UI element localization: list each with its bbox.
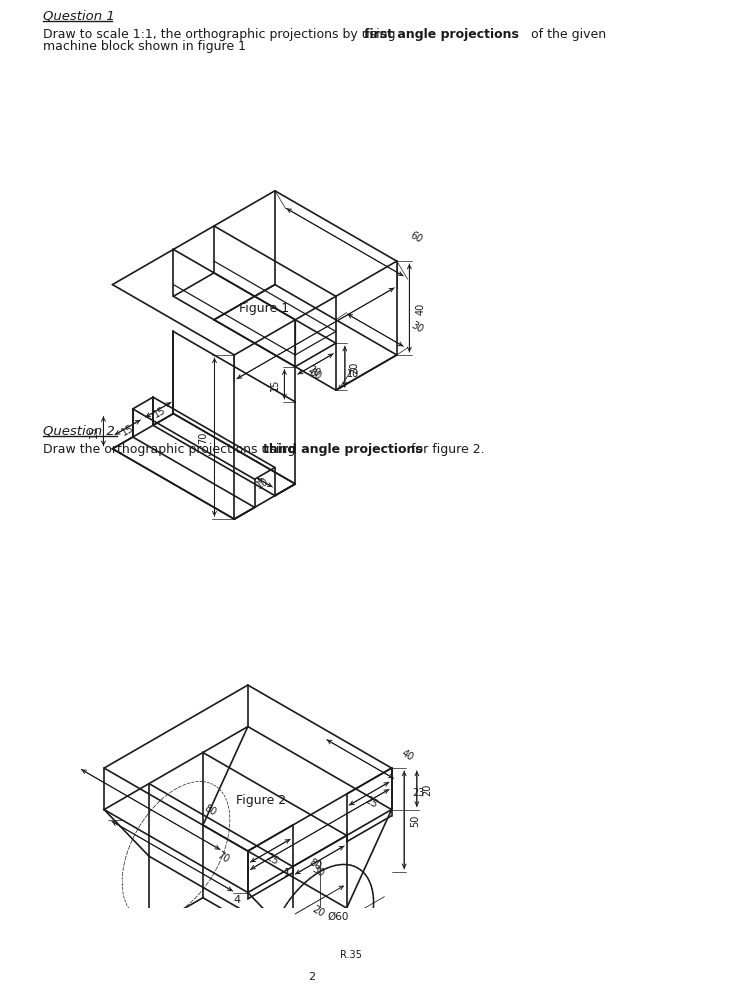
Text: 25: 25 [363,794,379,809]
Text: 20: 20 [310,904,326,918]
Text: Ø60: Ø60 [327,911,348,921]
Text: Question 1: Question 1 [43,10,115,23]
Text: 4: 4 [234,895,241,905]
Text: third angle projections: third angle projections [264,442,423,455]
Text: 70: 70 [216,849,231,864]
Text: of the given: of the given [526,28,605,40]
Text: 40: 40 [415,303,425,315]
Text: Figure 1: Figure 1 [239,302,288,315]
Text: 50: 50 [410,814,420,827]
Text: 30: 30 [409,320,425,335]
Text: machine block shown in figure 1: machine block shown in figure 1 [43,40,246,53]
Text: 80: 80 [202,803,217,817]
Text: 2: 2 [308,971,315,981]
Text: Draw to scale 1:1, the orthographic projections by using: Draw to scale 1:1, the orthographic proj… [43,28,400,40]
Text: 15: 15 [89,426,100,438]
Text: 25: 25 [264,851,280,866]
Text: 20: 20 [422,783,433,796]
Text: 23: 23 [412,788,425,798]
Text: 20: 20 [349,361,359,374]
Text: 70: 70 [198,432,209,444]
Text: Figure 2: Figure 2 [236,794,286,807]
Text: 15: 15 [152,405,168,419]
Text: 80: 80 [307,366,324,381]
Text: 30: 30 [310,863,326,878]
Text: 15: 15 [120,422,135,437]
Text: 10: 10 [347,369,359,379]
Text: 80: 80 [307,857,323,871]
Text: first angle projections: first angle projections [365,28,519,40]
Text: 20: 20 [306,364,321,379]
Text: 10: 10 [255,475,271,490]
Text: 60: 60 [409,230,425,244]
Text: 15: 15 [269,379,280,391]
Text: Draw the orthographic projections using: Draw the orthographic projections using [43,442,299,455]
Text: 40: 40 [399,747,415,763]
Text: R.35: R.35 [340,949,362,959]
Text: for figure 2.: for figure 2. [408,442,485,455]
Text: Question 2: Question 2 [43,424,115,437]
Text: 1: 1 [284,867,291,877]
